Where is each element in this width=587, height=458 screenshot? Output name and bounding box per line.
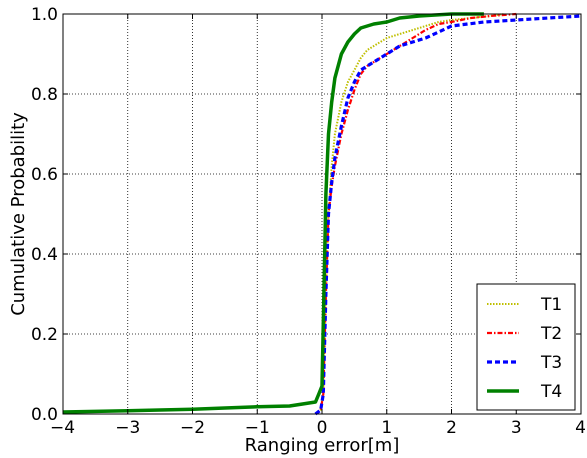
x-tick-label: 0 [317, 418, 328, 438]
legend-label-t3: T3 [540, 353, 562, 373]
series-line-t3 [314, 14, 582, 416]
y-tick-label: 0.8 [31, 85, 58, 105]
y-tick-label: 0.4 [31, 245, 58, 265]
x-tick-label: 4 [575, 418, 586, 438]
ticks [62, 13, 582, 415]
x-tick-label: 2 [446, 418, 457, 438]
x-tick-label: −4 [50, 418, 75, 438]
legend-label-t2: T2 [540, 324, 562, 344]
series-line-t1 [314, 13, 504, 415]
series-lines [62, 12, 582, 416]
x-tick-label: −3 [115, 418, 140, 438]
tick-labels: −4 −3 −2 −1 0 1 2 3 4 0.0 0.2 0.4 0.6 0.8 1.0 [31, 5, 586, 438]
x-tick-label: 1 [381, 418, 392, 438]
legend-label-t1: T1 [540, 295, 562, 315]
y-tick-label: 1.0 [31, 5, 58, 25]
legend-label-t4: T4 [540, 382, 562, 402]
x-axis-label: Ranging error[m] [245, 435, 400, 456]
y-tick-label: 0.6 [31, 165, 58, 185]
series-line-t4 [62, 12, 484, 414]
y-tick-label: 0.2 [31, 325, 58, 345]
x-tick-label: −2 [180, 418, 205, 438]
x-tick-label: −1 [245, 418, 270, 438]
legend: T1 T2 T3 T4 [476, 283, 576, 411]
y-axis-label: Cumulative Probability [8, 112, 29, 316]
x-tick-label: 3 [511, 418, 522, 438]
y-tick-label: 0.0 [31, 405, 58, 425]
